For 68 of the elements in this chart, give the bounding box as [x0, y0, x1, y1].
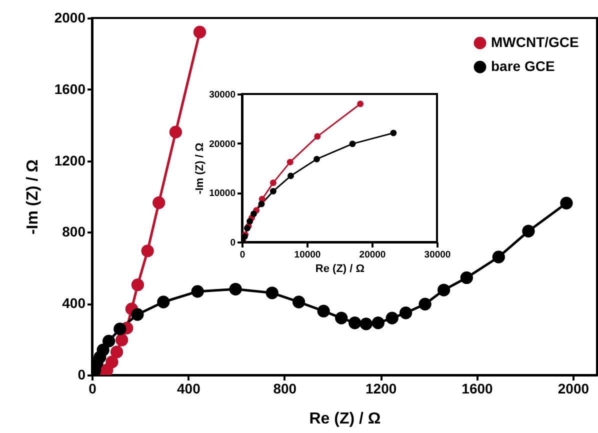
- y-tick-label: 2000: [54, 10, 86, 26]
- point: [360, 318, 372, 330]
- point: [286, 158, 294, 166]
- point: [560, 196, 573, 210]
- point: [191, 285, 204, 298]
- point: [193, 26, 206, 38]
- x-tick-label: 10000: [294, 250, 321, 260]
- y-axis-title: -Im (Z) / Ω: [24, 159, 42, 235]
- point: [390, 130, 397, 136]
- point: [106, 356, 118, 368]
- point: [437, 284, 450, 296]
- point: [152, 196, 166, 210]
- point: [292, 296, 306, 308]
- y-tick-label: 1200: [54, 152, 86, 168]
- point: [141, 244, 154, 258]
- y-tick-label: 20000: [209, 138, 236, 150]
- y-tick-label: 30000: [209, 90, 236, 100]
- y-tick-label: 1600: [54, 80, 86, 97]
- x-tick-label: 30000: [424, 250, 451, 260]
- x-tick-label: 800: [273, 380, 297, 396]
- x-axis-title: Re (Z) / Ω: [315, 263, 365, 275]
- point: [349, 140, 356, 148]
- x-tick-label: 0: [88, 380, 97, 396]
- point: [372, 316, 384, 330]
- x-tick-label: 1600: [462, 380, 494, 396]
- point: [250, 210, 257, 218]
- point: [335, 312, 348, 324]
- point: [114, 322, 126, 336]
- legend-label: MWCNT/GCE: [491, 34, 579, 50]
- legend-label: bare GCE: [491, 58, 555, 74]
- point: [131, 278, 144, 292]
- y-tick-label: 0: [78, 366, 86, 382]
- y-tick-label: 800: [62, 224, 86, 240]
- x-tick-label: 2000: [558, 380, 590, 396]
- point: [460, 271, 473, 284]
- point: [110, 346, 124, 358]
- point: [270, 188, 276, 194]
- point: [314, 133, 321, 140]
- point: [348, 316, 362, 330]
- point: [492, 250, 505, 264]
- point: [399, 306, 412, 320]
- point: [157, 296, 170, 308]
- point: [102, 334, 116, 348]
- y-tick-label: 10000: [209, 188, 236, 200]
- point: [131, 308, 144, 321]
- x-tick-label: 20000: [359, 250, 386, 260]
- point: [169, 126, 182, 138]
- point: [270, 180, 276, 186]
- point: [317, 304, 330, 318]
- x-axis-title: Re (Z) / Ω: [309, 410, 381, 428]
- point: [258, 200, 265, 208]
- y-tick-label: 400: [62, 295, 86, 312]
- x-tick-label: 0: [240, 250, 246, 260]
- y-tick-label: 0: [230, 238, 236, 248]
- point: [115, 334, 128, 346]
- point: [96, 344, 110, 356]
- point: [229, 282, 242, 296]
- x-tick-label: 400: [177, 380, 201, 396]
- point: [418, 298, 432, 310]
- point: [357, 100, 364, 108]
- point: [288, 172, 294, 180]
- point: [266, 286, 278, 300]
- y-axis-title: -Im (Z) / Ω: [194, 142, 206, 194]
- point: [314, 156, 320, 162]
- point: [522, 224, 535, 238]
- point: [246, 218, 254, 225]
- point: [386, 312, 398, 324]
- x-tick-label: 1200: [365, 380, 397, 396]
